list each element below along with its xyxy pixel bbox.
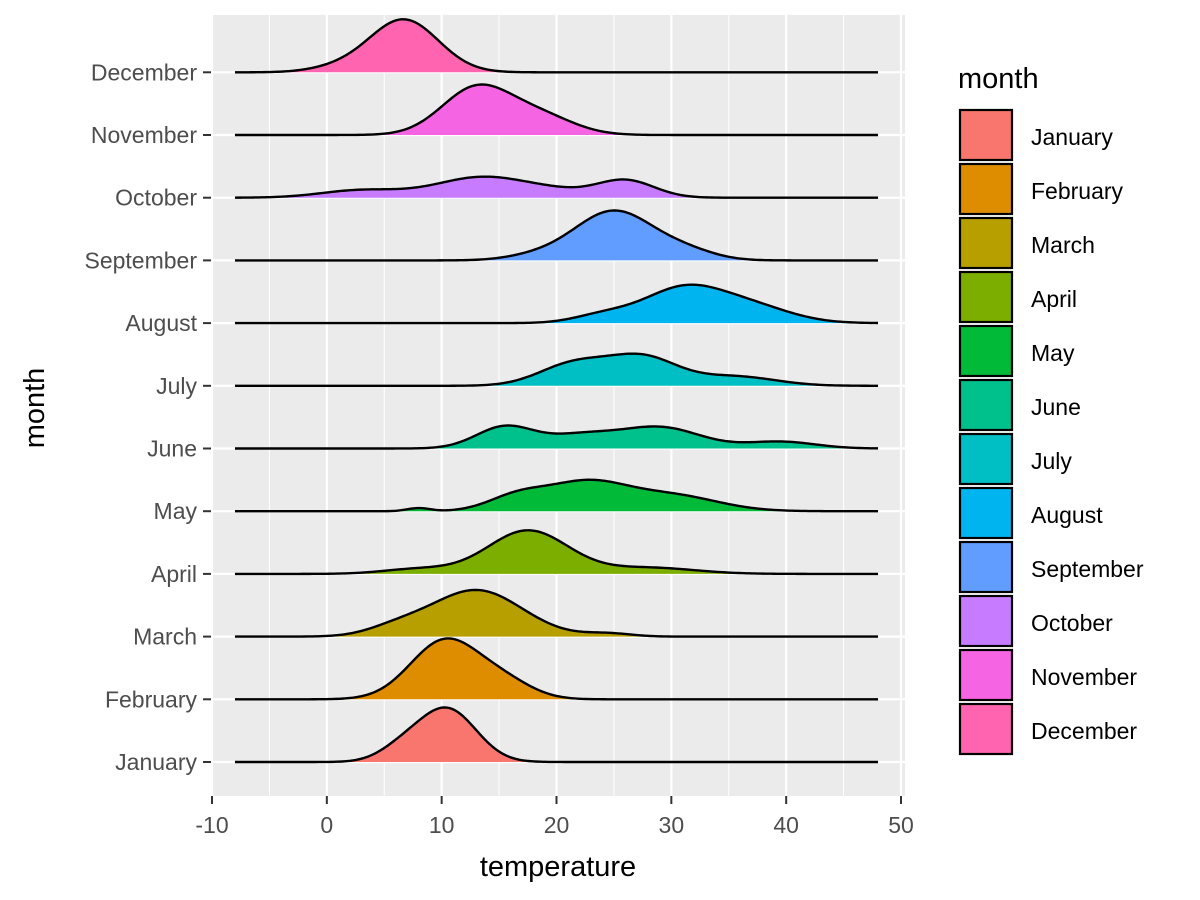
legend-label: May xyxy=(1031,340,1075,366)
ridge-fill-march xyxy=(234,589,879,637)
legend-key-march xyxy=(958,216,1014,270)
y-tick-label: March xyxy=(133,624,197,650)
y-tick-label: July xyxy=(156,373,197,399)
ridge-fill-december xyxy=(234,19,879,73)
legend-label: December xyxy=(1031,718,1137,744)
legend-label: April xyxy=(1031,286,1077,312)
x-tick-label: 20 xyxy=(544,812,570,838)
ridge-fill-november xyxy=(234,84,879,135)
legend-label: January xyxy=(1031,124,1113,150)
ridge-line-september xyxy=(234,209,879,262)
ridge-fill-july xyxy=(234,353,879,386)
legend-label: August xyxy=(1031,502,1103,528)
legend-label: July xyxy=(1031,448,1072,474)
legend-key-august xyxy=(958,486,1014,540)
ridge-line-july xyxy=(234,352,879,387)
ridge-fill-february xyxy=(234,638,879,700)
legend-key-july xyxy=(958,432,1014,486)
y-axis-title: month xyxy=(19,368,51,449)
y-tick-label: June xyxy=(147,436,197,462)
x-tick-label: 50 xyxy=(888,812,914,838)
legend-label: March xyxy=(1031,232,1095,258)
y-tick-label: April xyxy=(151,561,197,587)
y-tick-label: February xyxy=(105,686,198,712)
ridge-line-october xyxy=(234,175,879,199)
y-tick-label: August xyxy=(125,310,197,336)
x-tick-label: 40 xyxy=(773,812,799,838)
ridge-line-march xyxy=(234,588,879,638)
legend-label: September xyxy=(1031,556,1144,582)
ridge-line-april xyxy=(234,529,879,576)
y-tick-label: January xyxy=(115,749,197,775)
y-tick-label: November xyxy=(91,122,197,148)
legend-key-january xyxy=(958,108,1014,162)
legend-key-december xyxy=(958,702,1014,756)
legend-label: October xyxy=(1031,610,1113,636)
legend-key-september xyxy=(958,540,1014,594)
ridge-line-january xyxy=(234,706,879,764)
ridge-line-february xyxy=(234,637,879,701)
x-axis-title: temperature xyxy=(480,851,636,883)
legend: month January February March April May June Ju… xyxy=(958,63,1144,756)
axes: January February March April May June July Augu… xyxy=(84,59,913,838)
y-tick-label: October xyxy=(115,185,197,211)
ridge-fill-june xyxy=(234,425,879,449)
ridge-fill-april xyxy=(234,530,879,574)
legend-key-april xyxy=(958,270,1014,324)
legend-label: November xyxy=(1031,664,1137,690)
x-tick-label: 30 xyxy=(659,812,685,838)
x-tick-label: -10 xyxy=(195,812,228,838)
legend-key-june xyxy=(958,378,1014,432)
ridge-line-august xyxy=(234,283,879,325)
ridge-line-november xyxy=(234,83,879,137)
ridge-fill-august xyxy=(234,284,879,324)
legend-key-february xyxy=(958,162,1014,216)
density-ridges xyxy=(234,18,879,764)
legend-key-november xyxy=(958,648,1014,702)
ridge-line-may xyxy=(234,478,879,513)
x-tick-label: 10 xyxy=(429,812,455,838)
ridge-fill-january xyxy=(234,707,879,762)
legend-title: month xyxy=(958,63,1039,95)
y-tick-label: May xyxy=(154,498,198,524)
x-tick-label: 0 xyxy=(320,812,333,838)
y-tick-label: September xyxy=(84,247,197,273)
ridge-line-december xyxy=(234,18,879,74)
legend-label: February xyxy=(1031,178,1124,204)
ridge-fill-may xyxy=(234,479,879,512)
ridge-fill-september xyxy=(234,210,879,261)
legend-label: June xyxy=(1031,394,1081,420)
y-tick-label: December xyxy=(91,59,197,85)
legend-key-october xyxy=(958,594,1014,648)
ridge-line-june xyxy=(234,424,879,450)
legend-key-may xyxy=(958,324,1014,378)
